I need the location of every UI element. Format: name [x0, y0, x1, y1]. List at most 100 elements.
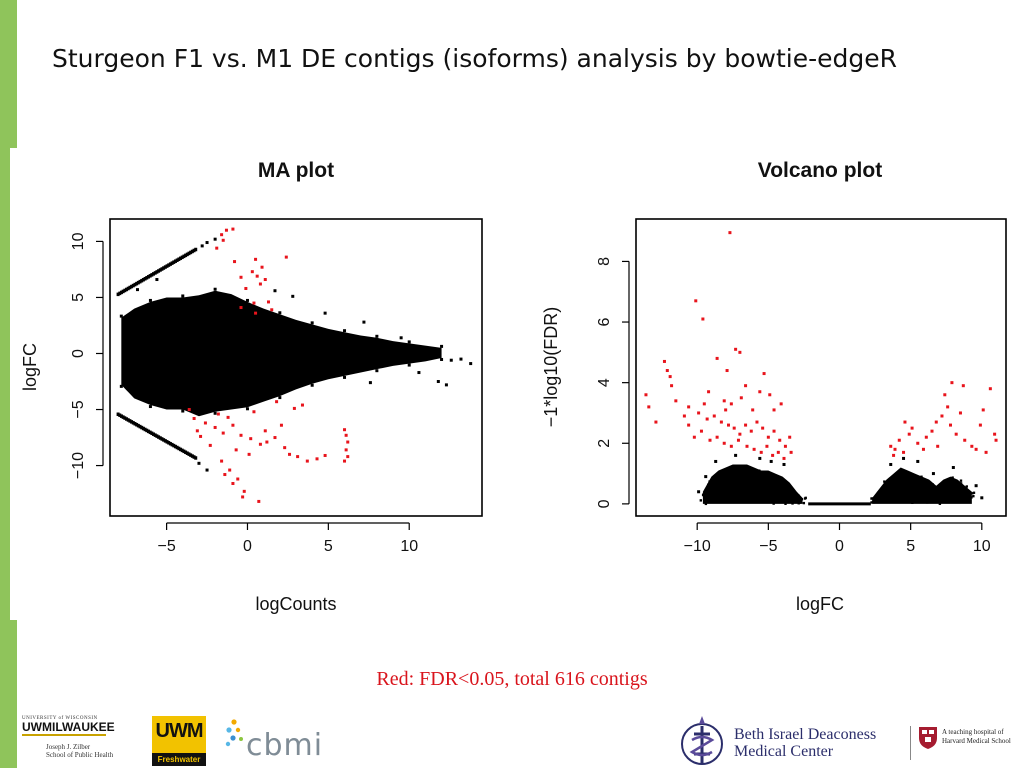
volcano-plot-cloud-point [798, 497, 801, 500]
ma-plot-diagonal-point [136, 280, 140, 285]
ma-plot-point-black [357, 345, 361, 349]
volcano-plot-cloud-point [928, 497, 932, 500]
ma-plot-diagonal-point [179, 256, 183, 261]
ma-plot-point-black [135, 288, 139, 292]
volcano-plot-cloud-point [759, 500, 762, 503]
volcano-plot-cloud-point [762, 476, 766, 479]
ma-plot-diagonal-point [187, 251, 191, 256]
volcano-plot-point-red [744, 423, 748, 427]
ma-plot-diagonal-point [148, 274, 152, 278]
volcano-plot-point-red [940, 414, 944, 418]
volcano-plot-cloud-point [883, 490, 886, 494]
ma-plot-edge-point [245, 407, 249, 411]
volcano-plot-point-red [668, 375, 672, 379]
charts-area: MA plot logCounts logFC −5 0 5 10−10−50510 … [20, 159, 1007, 614]
ma-plot-point-red [239, 433, 243, 437]
volcano-plot-cloud-point [890, 489, 893, 492]
volcano-plot-cloud-point [871, 500, 875, 503]
ma-plot-point-black [469, 362, 473, 366]
ma-plot-diagonal-point [119, 290, 123, 295]
ma-plot-diagonal-point [173, 259, 177, 263]
ma-plot-frame [109, 218, 483, 517]
volcano-plot-point-red [739, 396, 743, 400]
ma-plot-edge-point [119, 314, 123, 318]
ma-plot-diagonal-point [184, 450, 188, 455]
volcano-plot-cloud-point [959, 482, 963, 485]
ma-plot-diagonal-point [143, 276, 147, 281]
volcano-plot-point-black [916, 459, 920, 463]
volcano-plot-cloud-point [752, 468, 755, 471]
ma-plot-point-red [265, 440, 269, 444]
volcano-plot-point-red [993, 432, 997, 436]
volcano-plot-cloud-point [961, 498, 965, 502]
ma-plot-edge-point [440, 357, 444, 361]
ma-plot-point-red [283, 446, 287, 450]
volcano-plot-point-red [930, 429, 934, 433]
volcano-plot-point-red [916, 441, 920, 445]
ma-plot-point-red [203, 421, 207, 425]
volcano-plot-point-red [943, 393, 947, 397]
ma-plot-point-red [234, 448, 238, 452]
volcano-plot-cloud-point [934, 492, 938, 495]
volcano-plot-point-red [708, 438, 712, 442]
ma-plot-diagonal-point [190, 454, 194, 458]
ma-plot-marks [116, 227, 473, 503]
ma-plot-diagonal-point [175, 258, 179, 262]
ma-plot-point-red [231, 227, 235, 231]
ma-plot-point-red [344, 433, 348, 437]
volcano-plot-point-red [722, 399, 726, 403]
volcano-plot-point-red [697, 411, 701, 415]
ma-plot-point-red [221, 238, 225, 242]
volcano-plot-cloud-point [916, 484, 920, 487]
ma-plot-diagonal-point [168, 441, 172, 446]
ma-plot-diagonal-point [157, 435, 161, 439]
ma-plot-point-red [254, 257, 258, 261]
cbmi-dots-icon [225, 719, 243, 747]
volcano-plot-cloud-point [965, 489, 968, 493]
ma-plot-diagonal-point [141, 426, 145, 431]
volcano-plot-cloud-point [950, 487, 954, 490]
ma-plot-point-red [273, 436, 277, 440]
volcano-plot-point-red [771, 453, 775, 457]
ma-plot-point-black [205, 468, 209, 472]
volcano-plot-cloud-point [762, 498, 765, 502]
volcano-plot-cloud-point [724, 468, 728, 471]
volcano-plot-cloud-point [901, 499, 904, 503]
ma-plot-edge-point [375, 334, 379, 338]
ma-plot-point-black [205, 241, 209, 245]
volcano-plot-cloud-point [911, 496, 914, 500]
volcano-plot-point-red [961, 384, 965, 388]
ma-plot-edge-point [375, 369, 379, 373]
volcano-plot-cloud-point [889, 479, 892, 483]
ma-plot-point-red [284, 255, 288, 259]
ma-plot-point-red [305, 459, 309, 463]
ma-plot-x-tick-label: 5 [324, 538, 333, 555]
ma-plot-edge-point [181, 294, 185, 298]
ma-plot-point-red [187, 408, 191, 412]
ma-plot-edge-point [343, 329, 347, 333]
volcano-plot-cloud-point [772, 502, 775, 505]
ma-plot-diagonal-point [158, 268, 162, 272]
ma-plot-diagonal-point [153, 271, 157, 275]
volcano-plot-cloud-point [723, 497, 726, 500]
ma-plot-point-red [296, 455, 300, 459]
harvard-affiliation-note: A teaching hospital of Harvard Medical S… [942, 728, 1011, 746]
uwm-logo-rule [22, 734, 106, 736]
volcano-plot-cloud-point [907, 472, 911, 475]
volcano-plot-cloud-point [757, 497, 760, 500]
ma-plot-diagonal-point [158, 436, 162, 440]
ma-plot-diagonal-point [194, 456, 198, 460]
volcano-plot-point-red [978, 423, 982, 427]
ma-plot-point-red [228, 468, 232, 472]
volcano-plot-cloud-point [728, 466, 731, 470]
harvard-shield-icon [919, 727, 937, 749]
volcano-plot-y-tick-label: 2 [596, 439, 613, 448]
ma-plot-diagonal-point [168, 262, 172, 266]
ma-plot-edge-point [148, 298, 152, 302]
volcano-plot-cloud-point [967, 492, 971, 496]
volcano-plot-point-red [751, 408, 755, 412]
volcano-plot-cloud-point [751, 481, 755, 484]
volcano-plot-point-red [893, 447, 897, 451]
volcano-plot-point-red [670, 384, 674, 388]
volcano-plot-cloud-point [898, 478, 902, 482]
